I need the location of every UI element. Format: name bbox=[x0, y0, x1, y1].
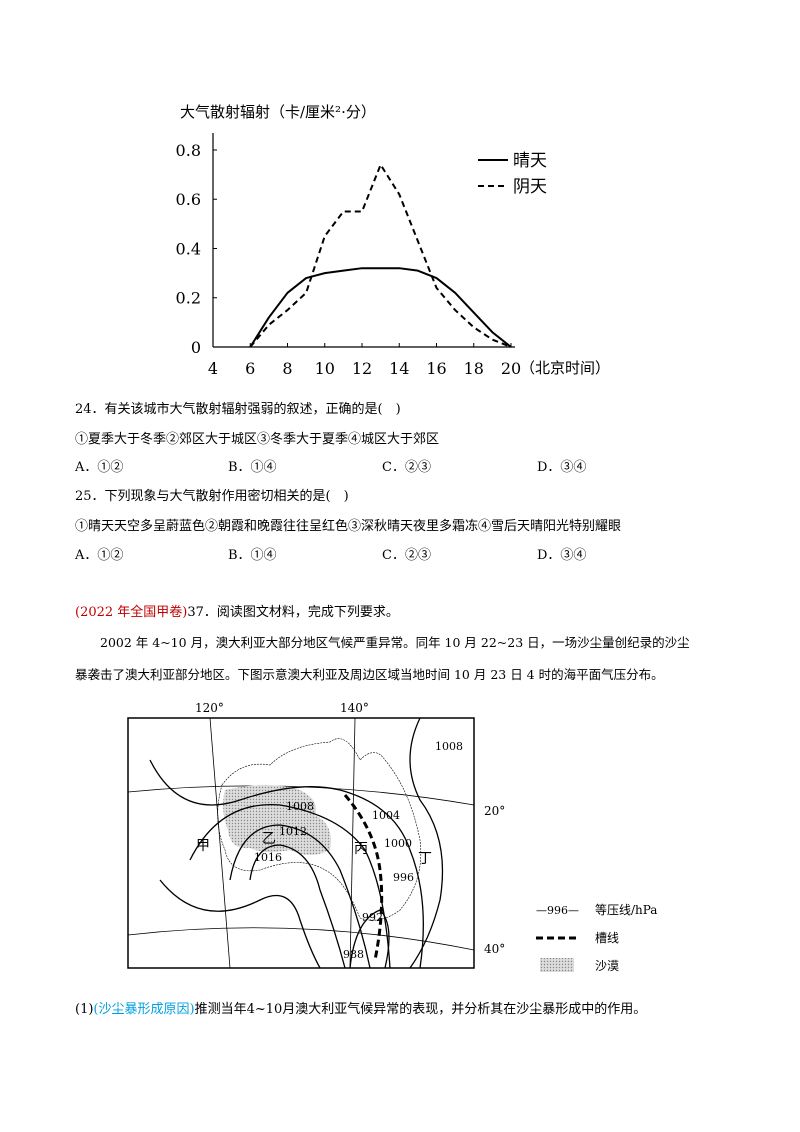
map: 120° 140° 20° 40° 1008 1008 1004 1012 10… bbox=[127, 701, 657, 973]
x-tick-label: 14 bbox=[389, 359, 409, 378]
x-tick-label: 18 bbox=[464, 359, 484, 378]
y-tick-label: 0.4 bbox=[176, 239, 201, 258]
isobar-label: 992 bbox=[362, 911, 383, 924]
y-tick-label: 0.8 bbox=[176, 141, 201, 160]
isobar-label: 996 bbox=[393, 871, 414, 884]
y-tick-label: 0 bbox=[191, 338, 201, 357]
option: B．①④ bbox=[228, 460, 277, 475]
legend-label: 沙漠 bbox=[595, 959, 619, 973]
x-tick-label: 20 bbox=[501, 359, 521, 378]
source: (2022 年全国甲卷) bbox=[75, 605, 188, 620]
legend-label: 晴天 bbox=[513, 151, 547, 171]
subquestion: (1)(沙尘暴形成原因)推测当年4~10月澳大利亚气候异常的表现，并分析其在沙尘… bbox=[75, 1002, 646, 1018]
legend-label: 阴天 bbox=[513, 177, 547, 197]
option: A．①② bbox=[75, 460, 124, 475]
series-line bbox=[249, 267, 512, 348]
isobar-label: 1004 bbox=[372, 809, 400, 822]
option: A．①② bbox=[75, 548, 124, 563]
x-tick-label: 6 bbox=[245, 359, 255, 378]
intro: 37．阅读图文材料，完成下列要求。 bbox=[187, 605, 399, 620]
y-axis-label: 大气散射辐射（卡/厘米²·分） bbox=[180, 103, 376, 121]
x-tick-label: 10 bbox=[315, 359, 335, 378]
legend-label: 槽线 bbox=[595, 931, 619, 945]
trough-line bbox=[343, 794, 384, 961]
region-label: 甲 bbox=[196, 838, 210, 854]
isobar-label: 1000 bbox=[384, 837, 412, 850]
latitude-label: 20° bbox=[484, 804, 505, 818]
subquestion-tag: (沙尘暴形成原因) bbox=[93, 1002, 195, 1017]
isobar-label: 1016 bbox=[254, 851, 282, 864]
region-label: 丁 bbox=[418, 851, 432, 867]
longitude-label: 140° bbox=[340, 701, 369, 715]
region-label: 丙 bbox=[354, 841, 368, 857]
region-label: 乙 bbox=[262, 831, 276, 847]
meridian bbox=[209, 717, 356, 969]
y-tick-label: 0.2 bbox=[176, 289, 201, 308]
map-frame bbox=[127, 717, 475, 969]
legend-sample: —996— bbox=[536, 904, 579, 917]
legend-label: 等压线/hPa bbox=[595, 903, 657, 917]
statements: ①夏季大于冬季②郊区大于城区③冬季大于夏季④城区大于郊区 bbox=[75, 432, 440, 447]
source-line: (2022 年全国甲卷)37．阅读图文材料，完成下列要求。 bbox=[75, 605, 399, 621]
y-tick-label: 0.6 bbox=[176, 190, 201, 209]
x-tick-label: 16 bbox=[426, 359, 446, 378]
question-stem: 24．有关该城市大气散射辐射强弱的叙述，正确的是( ) bbox=[75, 402, 401, 417]
chart: 大气散射辐射（卡/厘米²·分） （北京时间） 晴天 阴天 0 0.2 0.4 0.6 0… bbox=[176, 103, 610, 378]
isobar bbox=[249, 844, 346, 969]
longitude-label: 120° bbox=[195, 701, 224, 715]
x-tick-label: 4 bbox=[208, 359, 218, 378]
isobar bbox=[409, 717, 444, 969]
series-line bbox=[249, 163, 512, 348]
statements: ①晴天天空多呈蔚蓝色②朝霞和晚霞往往呈红色③深秋晴天夜里多霜冻④雪后天晴阳光特别… bbox=[75, 519, 622, 534]
latitude-label: 40° bbox=[484, 942, 505, 956]
isobar-label: 1008 bbox=[286, 800, 314, 813]
isobar bbox=[159, 879, 321, 969]
x-axis-label: （北京时间） bbox=[520, 359, 610, 377]
x-tick-label: 12 bbox=[352, 359, 372, 378]
isobar-label: 1008 bbox=[435, 740, 463, 753]
material-line: 2002 年 4~10 月，澳大利亚大部分地区气候严重异常。同年 10 月 22… bbox=[100, 635, 690, 650]
option: D．③④ bbox=[537, 548, 587, 563]
option: C．②③ bbox=[382, 460, 431, 475]
desert bbox=[223, 785, 331, 855]
legend-desert bbox=[540, 958, 574, 972]
material-line: 暴袭击了澳大利亚部分地区。下图示意澳大利亚及周边区域当地时间 10 月 23 日… bbox=[75, 667, 664, 682]
isobar-label: 988 bbox=[343, 948, 364, 961]
option: B．①④ bbox=[228, 548, 277, 563]
coastline bbox=[217, 738, 422, 921]
question-stem: 25．下列现象与大气散射作用密切相关的是( ) bbox=[75, 489, 349, 504]
isobar-label: 1012 bbox=[279, 825, 307, 838]
option: D．③④ bbox=[537, 460, 587, 475]
isobar bbox=[229, 824, 371, 969]
isobar bbox=[149, 759, 424, 969]
subquestion-number: (1) bbox=[75, 1002, 94, 1017]
subquestion-text: 推测当年4~10月澳大利亚气候异常的表现，并分析其在沙尘暴形成中的作用。 bbox=[194, 1002, 647, 1017]
option: C．②③ bbox=[382, 548, 431, 563]
x-tick-label: 8 bbox=[282, 359, 292, 378]
